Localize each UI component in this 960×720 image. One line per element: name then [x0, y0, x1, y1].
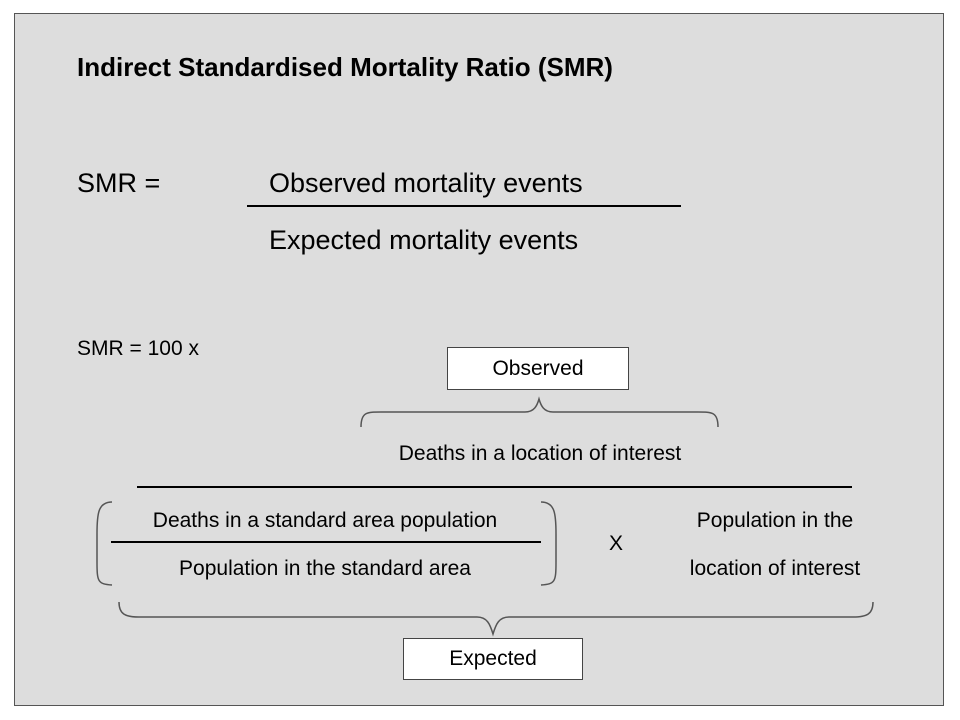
rate-fraction-bar — [111, 541, 541, 543]
deaths-location-numerator: Deaths in a location of interest — [398, 442, 682, 465]
standard-deaths-numerator: Deaths in a standard area population — [152, 509, 498, 532]
expected-box: Expected — [403, 638, 583, 680]
times-sign: X — [608, 532, 623, 555]
standard-population-denominator: Population in the standard area — [179, 557, 471, 580]
smr-equals-label: SMR = — [77, 168, 161, 198]
main-fraction-bar — [137, 486, 852, 488]
slide: Indirect Standardised Mortality Ratio (S… — [14, 13, 944, 706]
observed-events-numerator: Observed mortality events — [269, 168, 583, 198]
expected-brace — [118, 601, 874, 637]
rate-bracket-left — [96, 501, 113, 586]
smr-100-label: SMR = 100 x — [77, 337, 199, 360]
population-location-line1: Population in the — [696, 509, 854, 532]
brace-layer — [96, 396, 874, 637]
population-location-line2: location of interest — [689, 557, 861, 580]
expected-events-denominator: Expected mortality events — [269, 225, 579, 255]
fraction-bar-1 — [247, 205, 681, 207]
rate-bracket-right — [540, 501, 557, 586]
observed-brace — [360, 396, 719, 428]
observed-box: Observed — [447, 347, 629, 390]
slide-title: Indirect Standardised Mortality Ratio (S… — [77, 52, 613, 82]
